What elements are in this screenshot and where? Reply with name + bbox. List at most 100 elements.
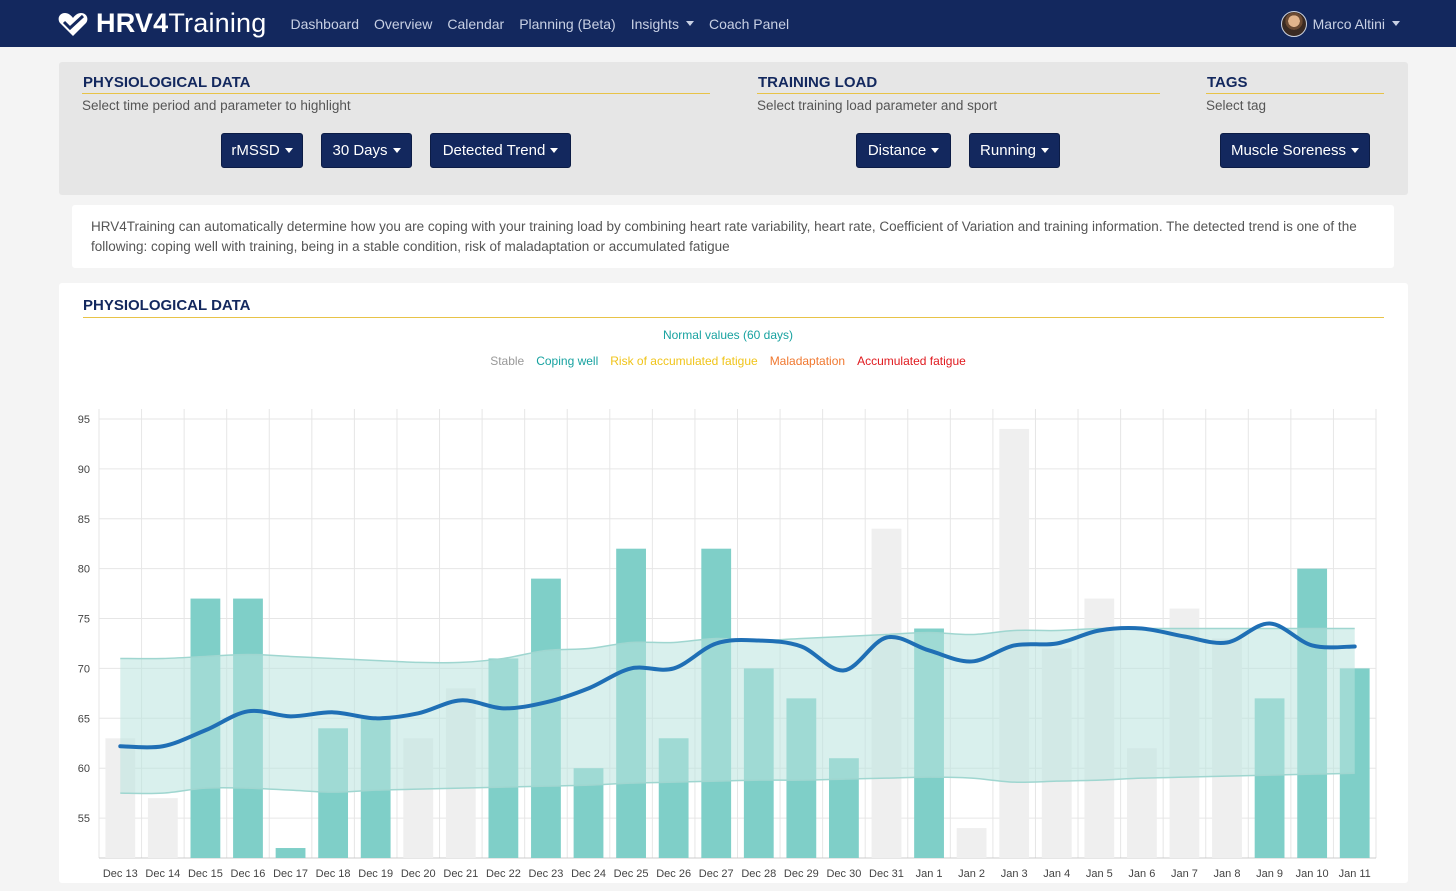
x-tick-label: Jan 6: [1128, 868, 1155, 880]
x-tick-label: Dec 30: [826, 868, 861, 880]
bar-dec-14[interactable]: [147, 798, 178, 858]
x-tick-label: Dec 22: [486, 868, 521, 880]
x-tick-label: Dec 16: [231, 868, 266, 880]
parameter-dropdown-label: rMSSD: [231, 142, 280, 159]
y-tick-label: 55: [78, 813, 90, 825]
legend-maladaptation: Maladaptation: [770, 354, 845, 368]
top-navbar: HRV4Training Dashboard Overview Calendar…: [0, 0, 1456, 47]
tags-section-title: TAGS: [1206, 74, 1384, 94]
x-tick-label: Dec 14: [145, 868, 180, 880]
chevron-down-icon: [284, 148, 293, 153]
user-name: Marco Altini: [1312, 15, 1385, 32]
heart-logo-icon: [58, 12, 88, 36]
chevron-down-icon: [931, 148, 940, 153]
legend-accumulated: Accumulated fatigue: [857, 354, 966, 368]
filter-panel: PHYSIOLOGICAL DATA Select time period an…: [59, 62, 1408, 195]
chart-card: PHYSIOLOGICAL DATA Normal values (60 day…: [59, 283, 1408, 883]
x-tick-label: Dec 20: [401, 868, 436, 880]
x-tick-label: Dec 25: [614, 868, 649, 880]
x-tick-label: Jan 10: [1296, 868, 1329, 880]
x-tick-label: Dec 23: [529, 868, 564, 880]
chevron-down-icon: [685, 21, 694, 26]
parameter-dropdown[interactable]: rMSSD: [221, 133, 303, 168]
legend-stable: Stable: [490, 354, 524, 368]
load-parameter-dropdown[interactable]: Distance: [856, 133, 951, 168]
load-section-title: TRAINING LOAD: [757, 74, 1160, 94]
nav-overview[interactable]: Overview: [374, 15, 433, 32]
nav-coach-panel[interactable]: Coach Panel: [708, 15, 790, 32]
bar-jan-2[interactable]: [956, 828, 987, 858]
highlight-dropdown-label: Detected Trend: [442, 142, 546, 159]
tags-section: TAGS Select tag: [1206, 74, 1384, 113]
sport-dropdown-label: Running: [980, 142, 1036, 159]
legend-coping_well: Coping well: [536, 354, 598, 368]
nav-calendar[interactable]: Calendar: [447, 15, 505, 32]
chevron-down-icon: [1040, 148, 1049, 153]
x-tick-label: Dec 18: [316, 868, 351, 880]
nav-dashboard[interactable]: Dashboard: [290, 15, 360, 32]
x-tick-label: Jan 5: [1086, 868, 1113, 880]
chart-title: PHYSIOLOGICAL DATA: [83, 297, 1384, 318]
x-tick-label: Dec 29: [784, 868, 819, 880]
highlight-dropdown[interactable]: Detected Trend: [430, 133, 571, 168]
legend-normal-values: Normal values (60 days): [663, 328, 793, 342]
chevron-down-icon: [1392, 21, 1400, 26]
x-tick-label: Jan 7: [1171, 868, 1198, 880]
chevron-down-icon: [1351, 148, 1360, 153]
user-menu[interactable]: Marco Altini: [1280, 0, 1400, 47]
normal-values-band: [120, 628, 1355, 794]
x-tick-label: Dec 19: [358, 868, 393, 880]
brand-rest: Training: [168, 8, 267, 38]
x-tick-label: Dec 15: [188, 868, 223, 880]
x-tick-label: Jan 1: [916, 868, 943, 880]
period-dropdown-label: 30 Days: [332, 142, 388, 159]
chevron-down-icon: [392, 148, 401, 153]
chevron-down-icon: [550, 148, 559, 153]
x-tick-label: Dec 24: [571, 868, 606, 880]
physio-section-title: PHYSIOLOGICAL DATA: [82, 74, 710, 94]
brand-logo[interactable]: HRV4Training: [58, 8, 267, 39]
x-tick-label: Jan 3: [1001, 868, 1028, 880]
y-tick-label: 75: [78, 614, 90, 626]
nav-planning[interactable]: Planning (Beta): [519, 15, 616, 32]
physio-section-subtitle: Select time period and parameter to high…: [82, 98, 351, 113]
x-tick-label: Dec 21: [443, 868, 478, 880]
y-tick-label: 90: [78, 464, 90, 476]
nav-insights-label: Insights: [630, 15, 679, 32]
tags-section-subtitle: Select tag: [1206, 98, 1267, 113]
legend-risk: Risk of accumulated fatigue: [610, 354, 758, 368]
y-tick-label: 95: [78, 414, 90, 426]
x-tick-label: Jan 4: [1043, 868, 1070, 880]
y-tick-label: 80: [78, 564, 90, 576]
y-tick-label: 65: [78, 713, 90, 725]
normal-lower-line: [120, 772, 1355, 795]
x-tick-label: Jan 11: [1339, 868, 1371, 880]
x-tick-label: Jan 8: [1214, 868, 1241, 880]
x-tick-label: Dec 26: [656, 868, 691, 880]
load-parameter-dropdown-label: Distance: [867, 142, 927, 159]
tag-dropdown-label: Muscle Soreness: [1230, 142, 1347, 159]
x-tick-label: Dec 17: [273, 868, 308, 880]
tag-dropdown[interactable]: Muscle Soreness: [1220, 133, 1370, 168]
x-tick-label: Dec 31: [869, 868, 904, 880]
x-tick-label: Jan 9: [1256, 868, 1283, 880]
x-tick-label: Dec 27: [699, 868, 734, 880]
sport-dropdown[interactable]: Running: [969, 133, 1060, 168]
nav-links: Dashboard Overview Calendar Planning (Be…: [291, 16, 805, 32]
physio-section: PHYSIOLOGICAL DATA Select time period an…: [82, 74, 710, 113]
trend-description: HRV4Training can automatically determine…: [72, 205, 1394, 268]
x-tick-label: Dec 28: [741, 868, 776, 880]
load-section: TRAINING LOAD Select training load param…: [757, 74, 1160, 113]
nav-insights[interactable]: Insights: [631, 16, 694, 32]
load-section-subtitle: Select training load parameter and sport: [757, 98, 998, 113]
x-tick-label: Dec 13: [103, 868, 138, 880]
brand-bold: HRV4: [96, 8, 169, 38]
y-tick-label: 60: [78, 763, 90, 775]
period-dropdown[interactable]: 30 Days: [321, 133, 412, 168]
y-tick-label: 85: [78, 514, 90, 526]
bar-dec-17[interactable]: [275, 848, 306, 858]
trend-line: [118, 621, 1357, 750]
y-tick-label: 70: [78, 663, 90, 675]
x-tick-label: Jan 2: [958, 868, 985, 880]
physiological-chart: Normal values (60 days) Stable Coping well…: [78, 328, 1377, 880]
